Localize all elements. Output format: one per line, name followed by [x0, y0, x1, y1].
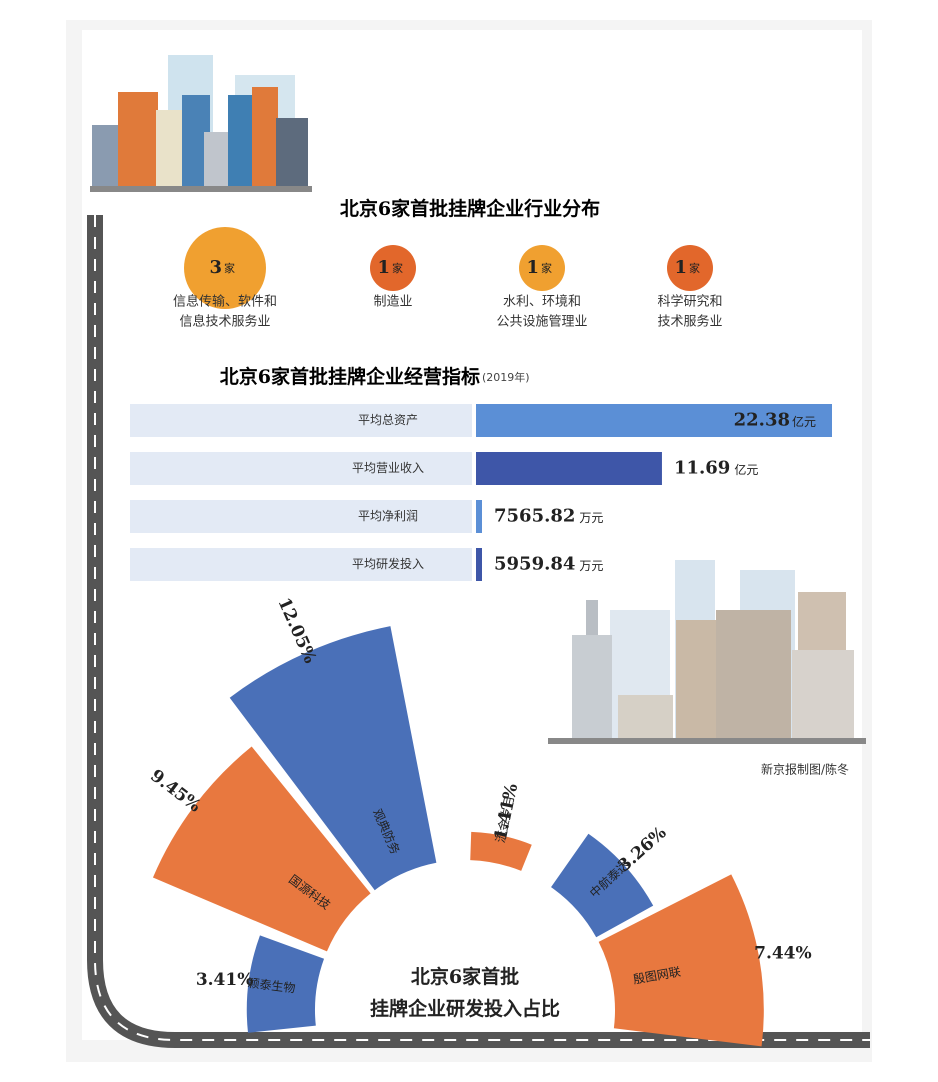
industry-label: 公共设施管理业 — [496, 315, 587, 330]
indicator-bar — [476, 500, 482, 533]
indicator-label-bg — [130, 404, 472, 437]
industry-unit: 家 — [541, 261, 552, 275]
industry-title: 北京6家首批挂牌企业行业分布 — [340, 197, 600, 220]
indicator-value: 5959.84 — [494, 554, 575, 575]
industry-label: 信息技术服务业 — [179, 314, 270, 330]
industry-circle — [370, 245, 416, 291]
industry-count: 1 — [526, 257, 539, 278]
rd-value-label: 3.41% — [196, 970, 254, 990]
indicators-year: (2019年) — [482, 370, 530, 384]
rd-title: 挂牌企业研发投入占比 — [370, 997, 560, 1020]
indicator-unit: 万元 — [579, 511, 603, 525]
industry-label: 水利、环境和 — [503, 295, 581, 310]
indicator-unit: 万元 — [579, 559, 603, 573]
indicators-title: 北京6家首批挂牌企业经营指标 — [220, 365, 480, 388]
rd-sector — [551, 833, 654, 938]
indicator-bar — [476, 548, 482, 581]
indicator-label-bg — [130, 548, 472, 581]
rd-name: 颖泰生物 — [247, 976, 296, 996]
industry-label: 技术服务业 — [657, 314, 722, 330]
industry-unit: 家 — [689, 261, 700, 275]
industry-count: 1 — [377, 257, 390, 278]
indicator-label: 平均总资产 — [358, 413, 418, 427]
industry-circle — [667, 245, 713, 291]
industry-unit: 家 — [224, 261, 235, 275]
industry-count: 3 — [209, 257, 222, 278]
indicator-value: 11.69 — [674, 458, 730, 479]
industry-label: 信息传输、软件和 — [173, 294, 277, 310]
indicator-bar — [476, 404, 832, 437]
rd-sector — [246, 935, 325, 1033]
credit: 新京报制图/陈冬 — [761, 762, 849, 777]
indicator-value: 7565.82 — [494, 506, 575, 527]
buildings-top — [90, 55, 312, 192]
indicator-value: 22.38 — [734, 410, 790, 431]
industry-label: 制造业 — [373, 295, 412, 310]
road-line — [94, 215, 870, 1041]
indicator-label: 平均净利润 — [358, 509, 418, 523]
industry-count: 1 — [674, 257, 687, 278]
industry-circle — [184, 227, 266, 309]
rd-value-label: 7.44% — [754, 943, 812, 963]
indicator-bar — [476, 452, 662, 485]
industry-circle — [519, 245, 565, 291]
industry-unit: 家 — [392, 261, 403, 275]
rd-sector — [229, 626, 437, 891]
buildings-right — [548, 560, 866, 744]
industry-label: 科学研究和 — [657, 294, 722, 310]
rd-sector — [152, 746, 371, 952]
indicator-unit: 亿元 — [792, 414, 816, 429]
indicator-label: 平均营业收入 — [352, 461, 424, 475]
indicator-unit: 亿元 — [734, 462, 758, 477]
rd-sector — [598, 874, 764, 1047]
indicator-label-bg — [130, 500, 472, 533]
rd-title: 北京6家首批 — [411, 965, 519, 988]
rd-sector — [470, 831, 532, 871]
indicator-label-bg — [130, 452, 472, 485]
indicator-label: 平均研发投入 — [352, 556, 424, 571]
